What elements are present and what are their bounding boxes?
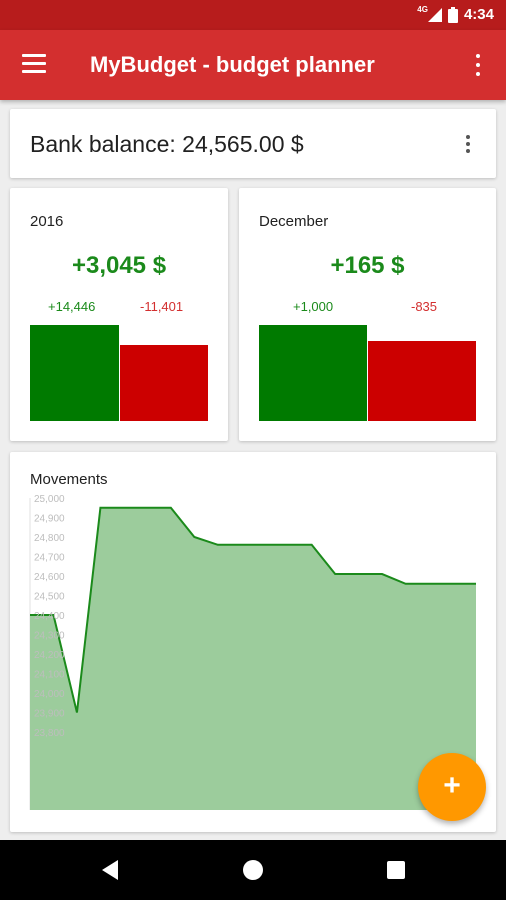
signal-icon bbox=[427, 7, 442, 22]
income-bar bbox=[259, 325, 367, 421]
network-type: 4G bbox=[417, 5, 428, 14]
add-button[interactable]: + bbox=[418, 753, 486, 821]
y-tick-label: 23,800 bbox=[34, 728, 65, 739]
y-tick-label: 24,700 bbox=[34, 553, 65, 564]
balance-line bbox=[30, 506, 476, 713]
menu-icon[interactable] bbox=[22, 54, 48, 76]
year-summary-card[interactable]: 2016 +3,045 $ +14,446 -11,401 bbox=[10, 188, 228, 441]
y-tick-label: 24,000 bbox=[34, 689, 65, 700]
summary-income: +1,000 bbox=[293, 299, 334, 314]
status-time: 4:34 bbox=[463, 6, 494, 23]
y-tick-label: 24,200 bbox=[34, 650, 65, 661]
balance-area bbox=[30, 507, 476, 810]
status-icons: 4G 4:34 bbox=[417, 5, 494, 23]
summary-expense: -835 bbox=[411, 299, 438, 314]
y-tick-label: 24,600 bbox=[34, 572, 65, 583]
y-tick-label: 24,400 bbox=[34, 611, 65, 622]
back-icon[interactable] bbox=[102, 860, 118, 880]
balance-menu-icon[interactable] bbox=[460, 133, 476, 155]
status-bar: 4G 4:34 bbox=[0, 0, 506, 30]
app-bar: MyBudget - budget planner bbox=[0, 30, 506, 100]
summary-period: December bbox=[259, 213, 329, 230]
y-tick-label: 23,900 bbox=[34, 709, 65, 720]
income-bar bbox=[30, 325, 119, 421]
summary-net: +3,045 $ bbox=[71, 252, 167, 279]
y-tick-label: 24,300 bbox=[34, 631, 65, 642]
movements-card[interactable]: Movements 25,000 24,900 24,800 24,700 24,600… bbox=[10, 452, 496, 832]
y-tick-label: 24,100 bbox=[34, 670, 65, 681]
home-icon[interactable] bbox=[243, 860, 263, 880]
movements-title: Movements bbox=[30, 471, 108, 488]
summary-period: 2016 bbox=[30, 213, 64, 230]
bank-balance: Bank balance: 24,565.00 $ bbox=[30, 131, 304, 157]
expense-bar bbox=[120, 345, 208, 421]
summary-expense: -11,401 bbox=[140, 299, 184, 314]
overflow-menu-icon[interactable] bbox=[468, 52, 488, 78]
recents-icon[interactable] bbox=[387, 861, 405, 879]
app-title: MyBudget - budget planner bbox=[90, 52, 375, 77]
y-tick-label: 24,500 bbox=[34, 592, 65, 603]
battery-icon bbox=[447, 6, 458, 23]
movements-chart: 25,000 24,900 24,800 24,700 24,600 24,500 24,4… bbox=[29, 494, 476, 810]
month-summary-card[interactable]: December +165 $ +1,000 -835 bbox=[239, 188, 496, 441]
summary-net: +165 $ bbox=[330, 252, 405, 279]
y-tick-label: 24,800 bbox=[34, 533, 65, 544]
balance-card[interactable]: Bank balance: 24,565.00 $ bbox=[10, 109, 496, 178]
summary-income: +14,446 bbox=[48, 299, 96, 314]
navigation-bar bbox=[0, 840, 506, 900]
y-tick-label: 25,000 bbox=[34, 494, 65, 505]
y-tick-label: 24,900 bbox=[34, 514, 65, 525]
expense-bar bbox=[368, 340, 476, 421]
